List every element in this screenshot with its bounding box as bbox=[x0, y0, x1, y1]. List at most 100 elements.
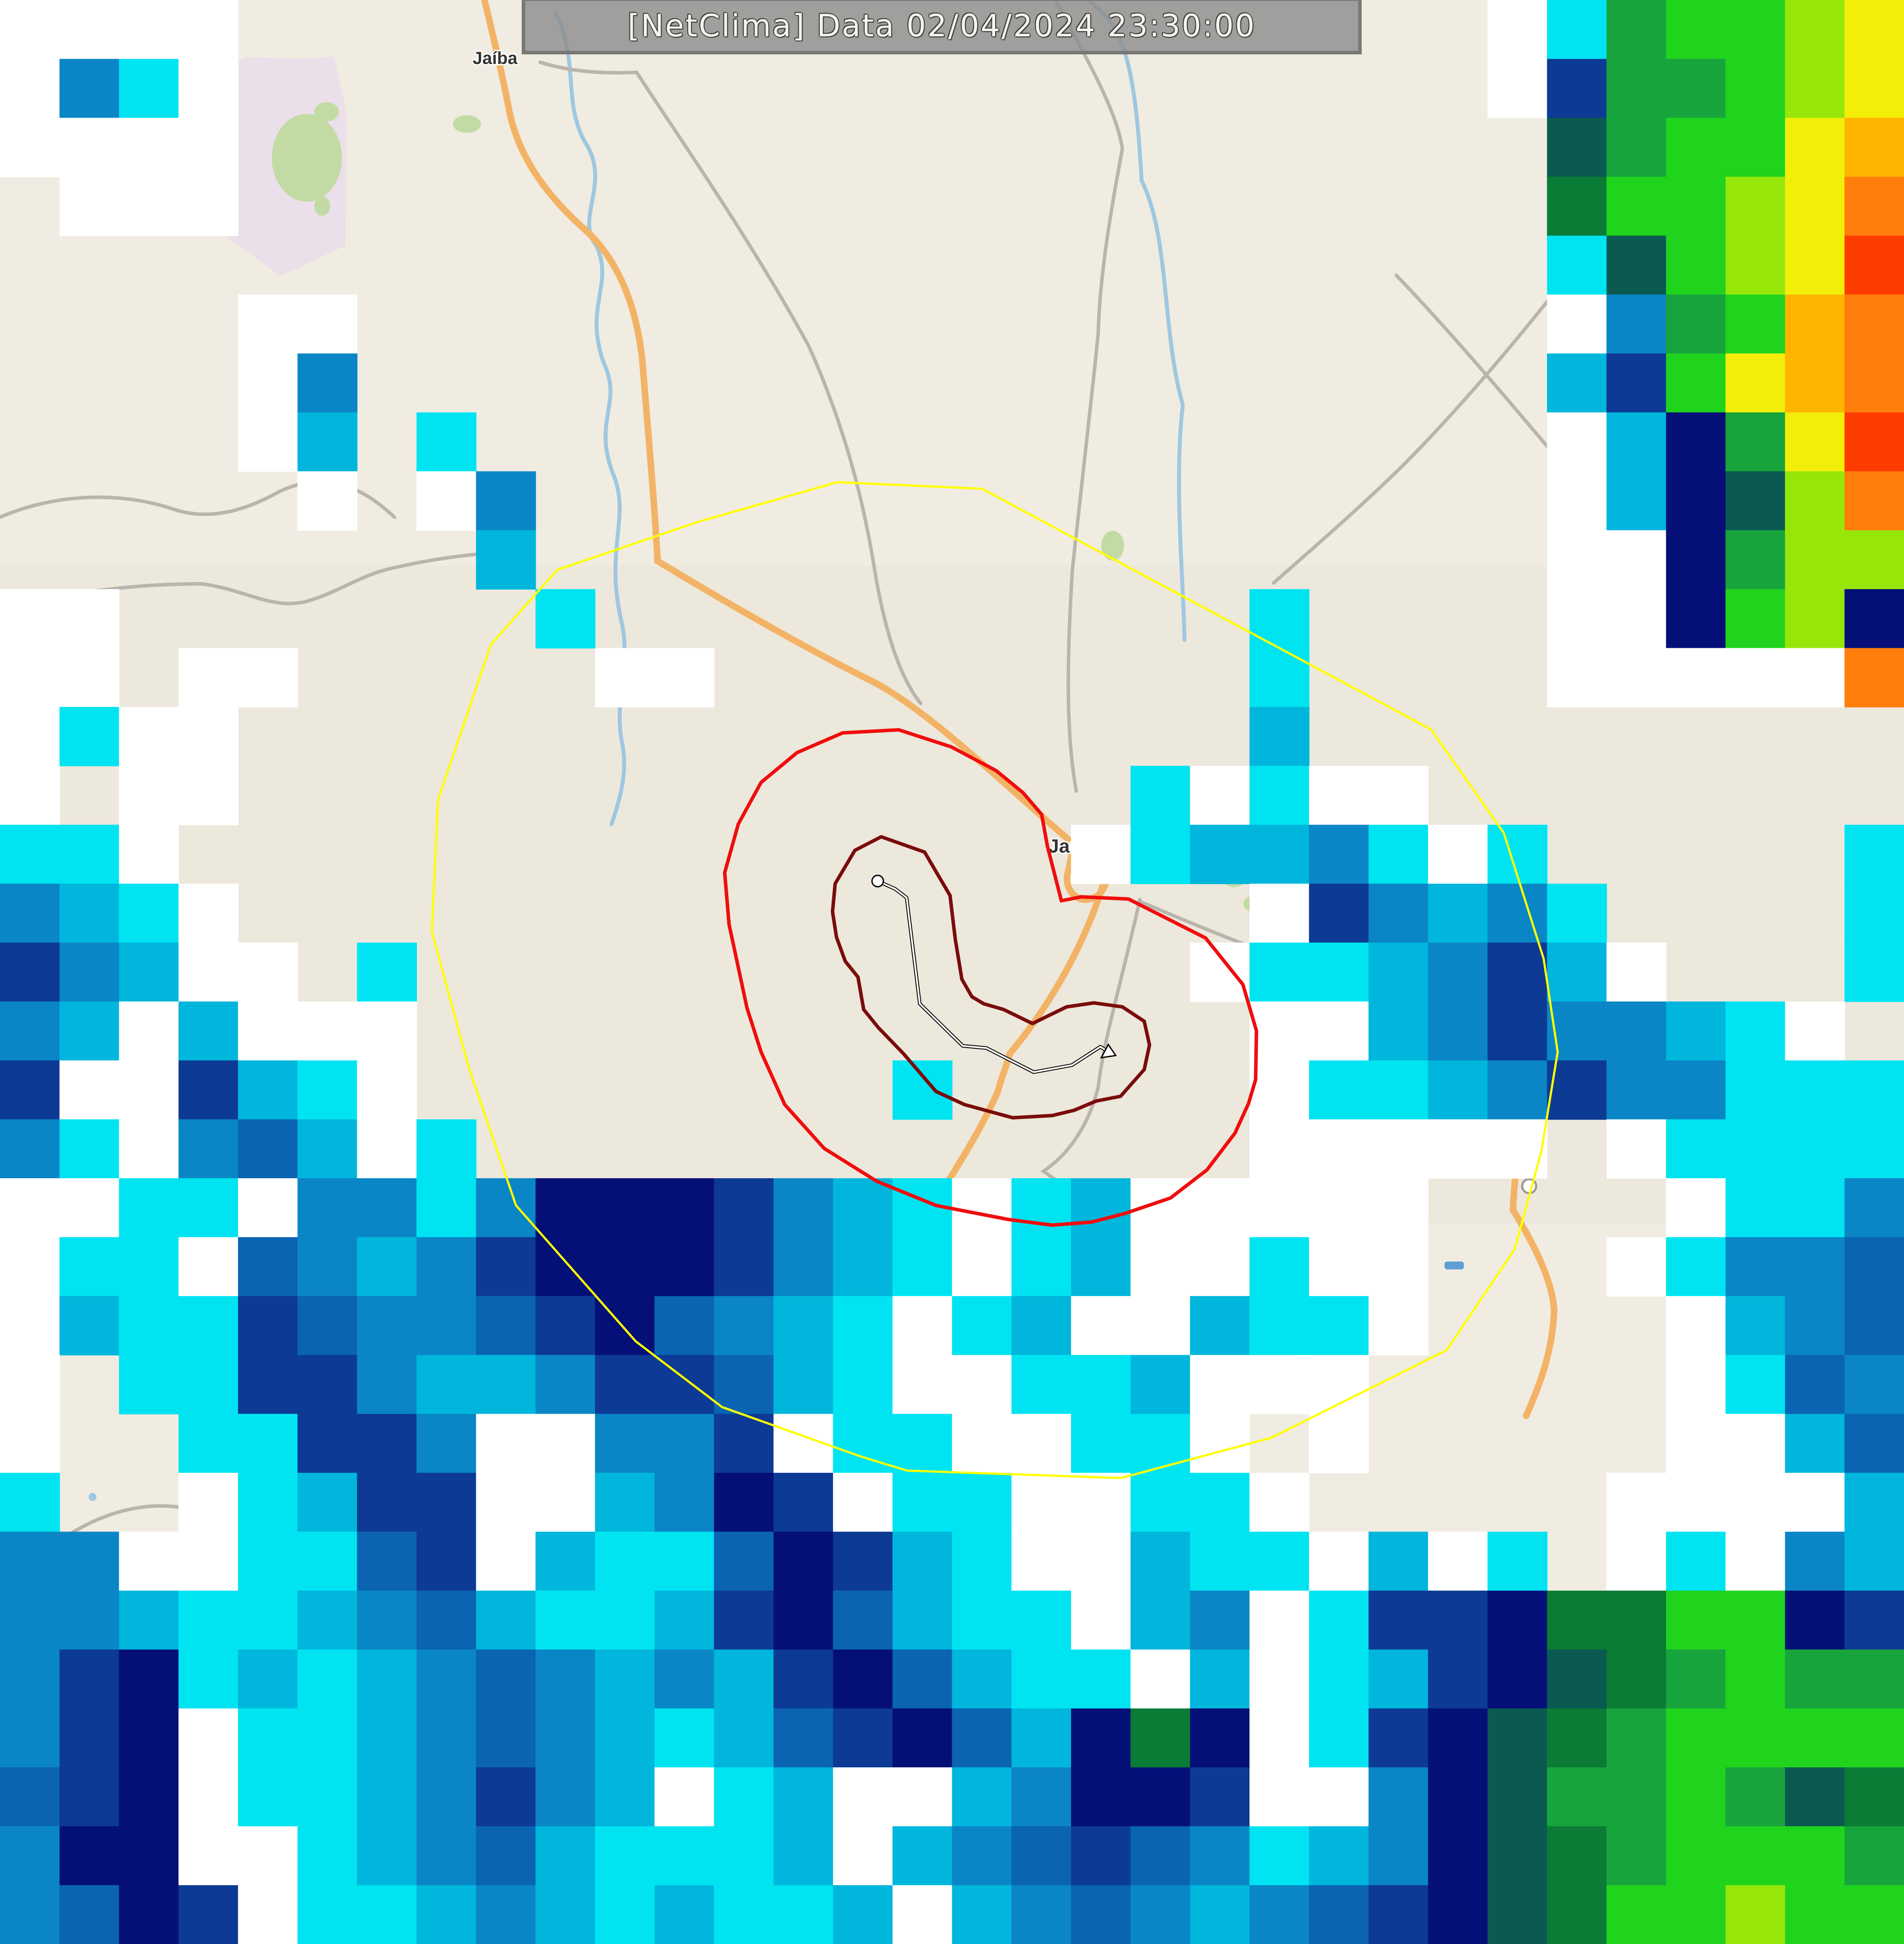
radar-cell bbox=[0, 1767, 60, 1827]
radar-cell bbox=[1844, 942, 1904, 1002]
radar-cell bbox=[476, 1708, 536, 1768]
radar-cell bbox=[119, 177, 179, 236]
radar-cell bbox=[1249, 884, 1310, 943]
radar-cell bbox=[595, 1532, 655, 1591]
radar-cell bbox=[1368, 1590, 1429, 1650]
radar-cell bbox=[1368, 766, 1429, 825]
radar-cell bbox=[1190, 1590, 1250, 1650]
radar-cell bbox=[1011, 1826, 1071, 1886]
radar-cell bbox=[1130, 1649, 1191, 1709]
radar-cell bbox=[1190, 1178, 1250, 1238]
radar-cell bbox=[1606, 235, 1667, 295]
radar-cell bbox=[1606, 177, 1667, 236]
radar-cell bbox=[654, 648, 715, 707]
radar-cell bbox=[357, 1001, 417, 1061]
radar-cell bbox=[238, 1119, 298, 1179]
storm-overlay-layer bbox=[431, 481, 1559, 1479]
radar-cell bbox=[59, 1590, 120, 1650]
radar-cell bbox=[1249, 1826, 1310, 1886]
radar-cell bbox=[1368, 1178, 1429, 1238]
radar-cell bbox=[595, 1590, 655, 1650]
radar-cell bbox=[238, 1001, 298, 1061]
radar-cell bbox=[1547, 0, 1607, 60]
radar-cell bbox=[119, 1119, 179, 1179]
radar-cell bbox=[0, 59, 60, 118]
radar-cell bbox=[59, 1826, 120, 1886]
radar-cell bbox=[1249, 1296, 1310, 1356]
radar-cell bbox=[1249, 1649, 1310, 1709]
radar-cell bbox=[0, 1178, 60, 1238]
radar-cell bbox=[1844, 353, 1904, 413]
water-patch bbox=[1445, 1262, 1464, 1269]
radar-cell bbox=[1249, 942, 1310, 1002]
radar-cell bbox=[654, 1237, 715, 1297]
radar-cell bbox=[0, 1708, 60, 1768]
radar-cell bbox=[535, 1590, 596, 1650]
radar-cell bbox=[1488, 1767, 1548, 1827]
radar-cell bbox=[178, 1473, 238, 1532]
radar-cell bbox=[1249, 1532, 1310, 1591]
radar-cell bbox=[1844, 589, 1904, 649]
radar-cell bbox=[119, 59, 179, 118]
radar-cell bbox=[357, 1178, 417, 1238]
radar-cell bbox=[1666, 1001, 1726, 1061]
radar-cell bbox=[1368, 1237, 1429, 1297]
radar-cell bbox=[892, 1708, 953, 1768]
radar-cell bbox=[59, 1708, 120, 1768]
radar-cell bbox=[297, 1532, 358, 1591]
radar-cell bbox=[1309, 884, 1369, 943]
radar-cell bbox=[952, 1649, 1012, 1709]
radar-cell bbox=[1666, 530, 1726, 590]
storm-track-start-marker bbox=[871, 874, 884, 888]
radar-cell bbox=[1606, 1885, 1667, 1944]
radar-cell bbox=[1785, 235, 1845, 295]
radar-cell bbox=[833, 1885, 893, 1944]
radar-cell bbox=[1071, 1885, 1131, 1944]
radar-cell bbox=[892, 1414, 953, 1473]
radar-cell bbox=[1844, 648, 1904, 707]
radar-cell bbox=[1011, 1414, 1071, 1473]
radar-cell bbox=[1547, 589, 1607, 649]
radar-cell bbox=[1011, 1532, 1071, 1591]
radar-cell bbox=[952, 1178, 1012, 1238]
radar-cell bbox=[773, 1296, 834, 1356]
radar-cell bbox=[1785, 295, 1845, 354]
radar-cell bbox=[0, 1414, 60, 1473]
radar-cell bbox=[1844, 1708, 1904, 1768]
radar-cell bbox=[238, 1649, 298, 1709]
radar-cell bbox=[1071, 825, 1131, 884]
radar-cell bbox=[595, 1237, 655, 1297]
radar-cell bbox=[1725, 1060, 1786, 1120]
radar-cell bbox=[1368, 1885, 1429, 1944]
radar-cell bbox=[178, 1767, 238, 1827]
radar-cell bbox=[1785, 177, 1845, 236]
radar-cell bbox=[654, 1178, 715, 1238]
radar-cell bbox=[0, 1885, 60, 1944]
radar-cell bbox=[1844, 530, 1904, 590]
radar-cell bbox=[1785, 1001, 1845, 1061]
radar-cell bbox=[714, 1885, 774, 1944]
radar-cell bbox=[238, 1708, 298, 1768]
radar-cell bbox=[1428, 1767, 1488, 1827]
radar-cell bbox=[1190, 766, 1250, 825]
radar-cell bbox=[1844, 1473, 1904, 1532]
radar-cell bbox=[1547, 471, 1607, 531]
radar-cell bbox=[1785, 1237, 1845, 1297]
radar-cell bbox=[1785, 412, 1845, 472]
radar-cell bbox=[0, 766, 60, 825]
radar-cell bbox=[297, 1060, 358, 1120]
radar-cell bbox=[476, 1532, 536, 1591]
radar-cell bbox=[1190, 1414, 1250, 1473]
radar-cell bbox=[952, 1296, 1012, 1356]
radar-cell bbox=[1190, 1649, 1250, 1709]
radar-cell bbox=[1725, 1296, 1786, 1356]
radar-cell bbox=[1606, 648, 1667, 707]
range-ring bbox=[431, 481, 1559, 1479]
radar-cell bbox=[59, 1237, 120, 1297]
radar-cell bbox=[0, 1119, 60, 1179]
radar-cell bbox=[357, 1119, 417, 1179]
radar-cell bbox=[1309, 1178, 1369, 1238]
radar-cell bbox=[654, 1767, 715, 1827]
